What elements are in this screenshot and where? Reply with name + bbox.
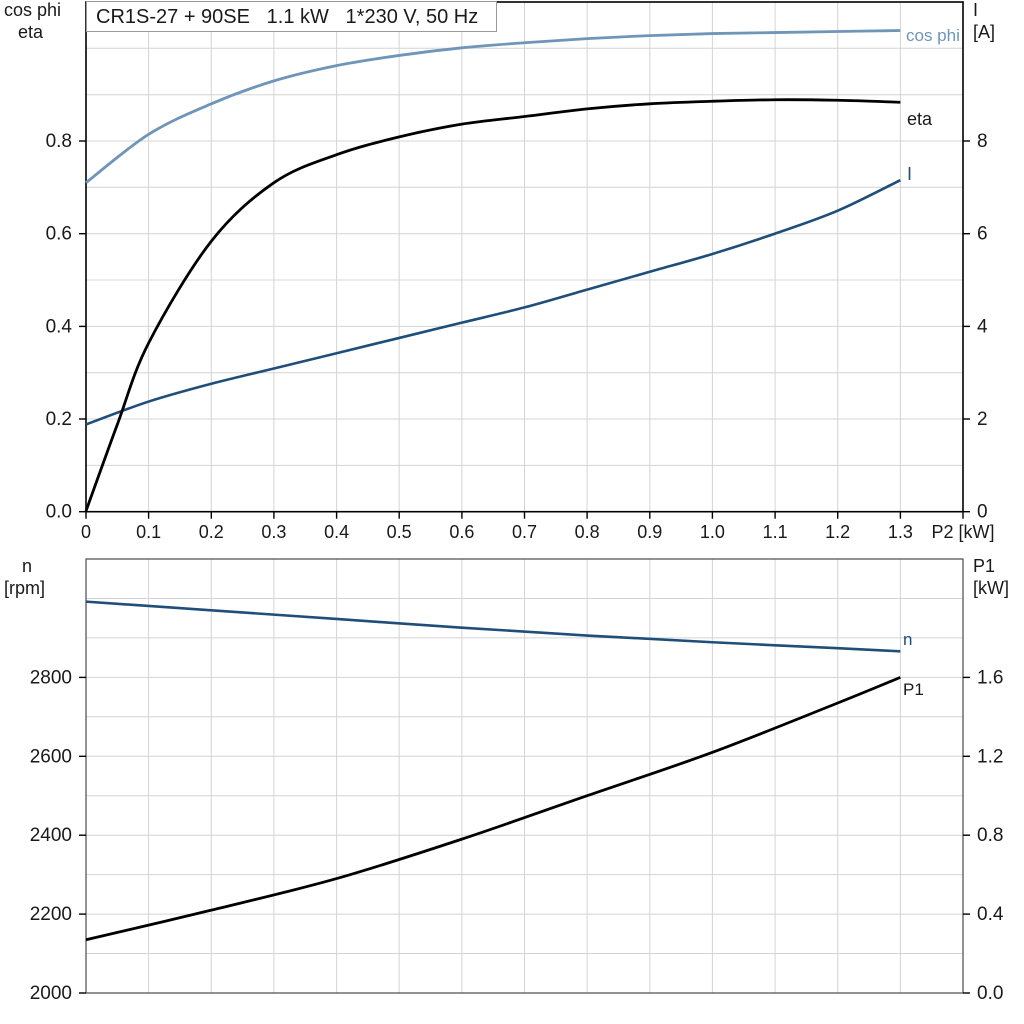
svg-text:cos phi: cos phi bbox=[4, 0, 61, 20]
svg-text:1.3: 1.3 bbox=[888, 522, 913, 542]
svg-text:1.6: 1.6 bbox=[977, 667, 1003, 688]
svg-text:6: 6 bbox=[977, 224, 988, 245]
svg-text:[kW]: [kW] bbox=[973, 578, 1009, 598]
svg-text:2800: 2800 bbox=[30, 667, 72, 688]
svg-text:1.2: 1.2 bbox=[825, 522, 850, 542]
svg-text:0.7: 0.7 bbox=[512, 522, 537, 542]
svg-text:P1: P1 bbox=[903, 680, 924, 699]
svg-text:0.4: 0.4 bbox=[46, 316, 73, 337]
svg-text:1.1: 1.1 bbox=[763, 522, 788, 542]
svg-text:0.6: 0.6 bbox=[46, 224, 72, 245]
svg-text:1.2: 1.2 bbox=[977, 746, 1003, 767]
svg-text:4: 4 bbox=[977, 316, 988, 337]
svg-text:eta: eta bbox=[907, 109, 933, 129]
svg-text:n: n bbox=[22, 556, 32, 576]
svg-text:P1: P1 bbox=[973, 556, 995, 576]
svg-text:0.4: 0.4 bbox=[977, 904, 1004, 925]
svg-text:CR1S-27 + 90SE 1.1 kW 1*23: CR1S-27 + 90SE 1.1 kW 1*230 V, 50 Hz bbox=[96, 6, 478, 28]
svg-text:[A]: [A] bbox=[973, 22, 995, 42]
svg-text:0.3: 0.3 bbox=[261, 522, 286, 542]
svg-text:I: I bbox=[973, 0, 978, 20]
svg-text:0.1: 0.1 bbox=[136, 522, 161, 542]
svg-text:0.6: 0.6 bbox=[449, 522, 474, 542]
svg-text:2600: 2600 bbox=[30, 746, 72, 767]
svg-text:8: 8 bbox=[977, 131, 988, 152]
svg-text:[rpm]: [rpm] bbox=[4, 578, 45, 598]
svg-text:I: I bbox=[907, 164, 912, 184]
svg-text:0.2: 0.2 bbox=[46, 409, 72, 430]
svg-text:2000: 2000 bbox=[30, 983, 72, 1004]
svg-text:0.0: 0.0 bbox=[46, 502, 72, 523]
svg-text:2400: 2400 bbox=[30, 825, 72, 846]
svg-text:P2 [kW]: P2 [kW] bbox=[931, 522, 994, 542]
svg-text:0.5: 0.5 bbox=[387, 522, 412, 542]
svg-text:1.0: 1.0 bbox=[700, 522, 725, 542]
svg-text:0.8: 0.8 bbox=[46, 131, 72, 152]
svg-text:2200: 2200 bbox=[30, 904, 72, 925]
svg-text:2: 2 bbox=[977, 409, 988, 430]
svg-text:eta: eta bbox=[18, 22, 44, 42]
svg-text:cos phi: cos phi bbox=[906, 26, 960, 45]
svg-text:0.4: 0.4 bbox=[324, 522, 349, 542]
svg-text:0: 0 bbox=[977, 502, 988, 523]
svg-text:0.8: 0.8 bbox=[977, 825, 1003, 846]
svg-text:0: 0 bbox=[81, 522, 91, 542]
svg-text:n: n bbox=[903, 630, 912, 649]
svg-text:0.2: 0.2 bbox=[199, 522, 224, 542]
svg-text:0.0: 0.0 bbox=[977, 983, 1003, 1004]
svg-text:0.9: 0.9 bbox=[637, 522, 662, 542]
svg-text:0.8: 0.8 bbox=[575, 522, 600, 542]
